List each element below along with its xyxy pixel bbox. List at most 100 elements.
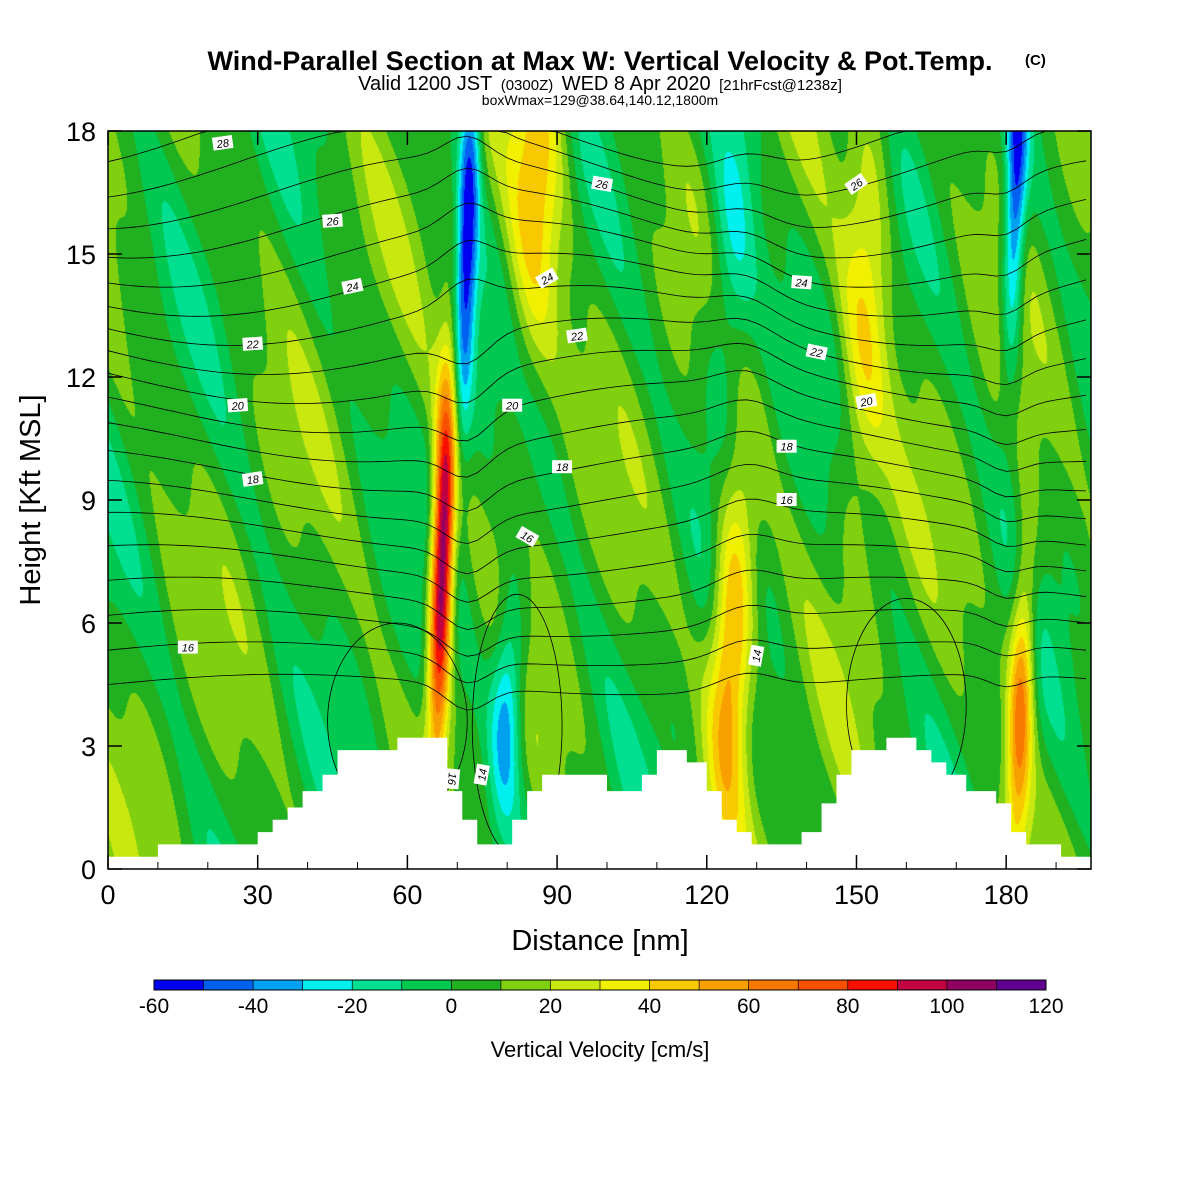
svg-text:16: 16 (780, 495, 793, 507)
y-tick-label: 15 (66, 240, 96, 270)
svg-text:22: 22 (245, 339, 259, 352)
svg-text:26: 26 (594, 178, 610, 192)
colorbar-swatch (600, 980, 651, 990)
y-axis-label: Height [Kft MSL] (15, 394, 47, 605)
contour-label: 16 (776, 493, 797, 507)
svg-text:20: 20 (230, 400, 245, 413)
svg-text:22: 22 (569, 330, 584, 344)
contour-label: 18 (776, 439, 797, 454)
colorbar: -60 -40 -20 0 20 40 60 80 100 120 (139, 979, 1064, 1018)
svg-text:26: 26 (325, 216, 340, 229)
colorbar-tick-label: 20 (539, 995, 562, 1018)
theta-contour (107, 342, 1087, 417)
y-tick-label: 0 (81, 855, 96, 885)
theta-contour (107, 672, 1087, 711)
x-tick-label: 90 (542, 880, 572, 910)
vertical-velocity-field (108, 131, 1091, 869)
y-tick-label: 12 (66, 363, 96, 393)
colorbar-tick-label: 0 (445, 995, 457, 1018)
chart-subtitle-box: boxWmax=129@38.64,140.12,1800m (482, 92, 718, 108)
y-tick-label: 9 (81, 486, 96, 516)
x-tick-label: 150 (834, 880, 879, 910)
contour-label: 16 (445, 768, 461, 790)
theta-contour (107, 370, 1087, 446)
svg-text:16: 16 (445, 772, 458, 786)
contour-label: 28 (211, 134, 234, 151)
colorbar-swatch (154, 980, 205, 990)
svg-text:14: 14 (751, 649, 765, 663)
colorbar-swatch (897, 980, 948, 990)
colorbar-swatch (996, 980, 1047, 990)
colorbar-swatch (451, 980, 502, 990)
chart-title: Wind-Parallel Section at Max W: Vertical… (208, 46, 993, 76)
x-tick-label: 120 (684, 880, 729, 910)
colorbar-tick-label: 80 (836, 995, 859, 1018)
svg-text:24: 24 (344, 281, 359, 295)
contour-label: 14 (473, 763, 490, 786)
x-tick-label: 0 (100, 880, 115, 910)
svg-text:20: 20 (505, 401, 519, 413)
y-tick-label: 18 (66, 117, 96, 147)
theta-contour (107, 317, 1087, 386)
contour-label: 22 (805, 343, 828, 361)
chart-title-suffix: (C) (1025, 52, 1046, 69)
theta-contour (107, 463, 1087, 545)
theta-contour (107, 278, 1087, 352)
svg-text:18: 18 (780, 442, 793, 454)
contour-label: 24 (791, 275, 813, 290)
theta-contour (107, 604, 1087, 657)
x-tick-label: 30 (243, 880, 273, 910)
x-axis-label: Distance [nm] (511, 925, 688, 957)
colorbar-swatch (748, 980, 799, 990)
axis-ticks: 0 30 60 90 120 150 180 0 3 6 9 12 15 18 (66, 117, 1091, 910)
contour-labels: 28 26 24 22 20 18 16 26 24 22 20 18 16 14 16 24 22 20 18 16… (177, 134, 878, 790)
theta-contour (107, 399, 1087, 478)
colorbar-tick-label: -60 (139, 995, 169, 1018)
theta-contour (107, 202, 1087, 288)
contour-label: 22 (566, 327, 588, 344)
theta-contour (107, 239, 1087, 317)
contour-label: 20 (855, 392, 878, 410)
plot-area: 28 26 24 22 20 18 16 26 24 22 20 18 16 14 16 24 22 20 18 16… (66, 117, 1092, 910)
theta-contour (108, 498, 1087, 575)
svg-text:16: 16 (182, 643, 195, 655)
colorbar-swatch (798, 980, 849, 990)
colorbar-tick-label: 60 (737, 995, 760, 1018)
colorbar-swatch (649, 980, 700, 990)
colorbar-title: Vertical Velocity [cm/s] (491, 1037, 710, 1062)
svg-text:24: 24 (794, 277, 808, 290)
colorbar-swatch (847, 980, 898, 990)
colorbar-tick-label: -40 (238, 995, 268, 1018)
svg-text:24: 24 (538, 271, 555, 288)
theta-contour (107, 639, 1087, 684)
colorbar-swatch (550, 980, 601, 990)
x-tick-label: 180 (984, 880, 1029, 910)
colorbar-swatch (500, 980, 551, 990)
colorbar-swatch (302, 980, 353, 990)
contour-label: 26 (322, 213, 343, 229)
colorbar-tick-label: 120 (1028, 995, 1063, 1018)
colorbar-swatch (401, 980, 452, 990)
theta-contour (107, 167, 1087, 259)
theta-contour (107, 533, 1087, 603)
svg-text:28: 28 (215, 137, 231, 151)
colorbar-swatch (699, 980, 750, 990)
contour-label: 24 (534, 267, 559, 289)
colorbar-swatch (253, 980, 304, 990)
contour-label: 20 (227, 398, 249, 413)
contour-label: 18 (241, 471, 264, 487)
contour-label: 14 (748, 644, 765, 667)
colorbar-swatch (203, 980, 254, 990)
theta-contour (107, 130, 1086, 198)
theta-contour (107, 569, 1087, 631)
contour-label: 16 (177, 640, 198, 655)
contour-label: 18 (552, 460, 573, 474)
contour-label: 26 (591, 175, 614, 192)
contour-label: 24 (341, 277, 364, 295)
y-tick-label: 6 (81, 609, 96, 639)
svg-text:14: 14 (476, 768, 490, 782)
chart-subtitle: Valid 1200 JST (0300Z) WED 8 Apr 2020 [2… (358, 73, 842, 95)
svg-text:18: 18 (556, 462, 569, 474)
theta-contour (107, 430, 1087, 512)
